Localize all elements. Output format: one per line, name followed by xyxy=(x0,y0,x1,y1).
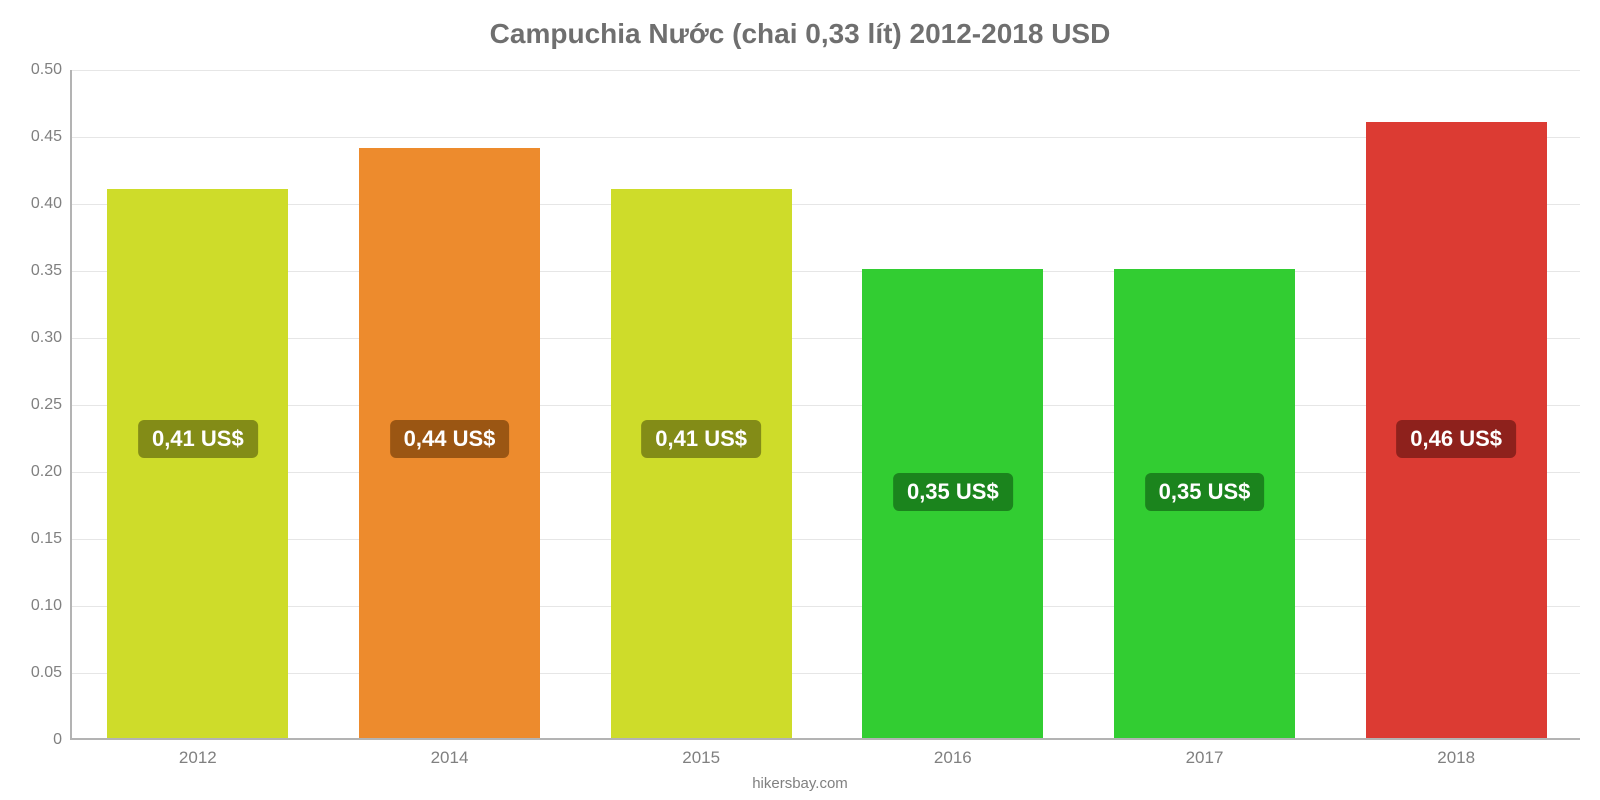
xtick-label: 2014 xyxy=(431,738,469,768)
ytick-label: 0.50 xyxy=(31,61,72,79)
bar-value-label: 0,46 US$ xyxy=(1396,420,1516,458)
ytick-label: 0.10 xyxy=(31,597,72,615)
gridline xyxy=(72,405,1580,406)
gridline xyxy=(72,673,1580,674)
gridline xyxy=(72,472,1580,473)
ytick-label: 0.35 xyxy=(31,262,72,280)
ytick-label: 0.25 xyxy=(31,396,72,414)
gridline xyxy=(72,338,1580,339)
bar xyxy=(611,189,792,738)
gridline xyxy=(72,271,1580,272)
bar xyxy=(107,189,288,738)
xtick-label: 2015 xyxy=(682,738,720,768)
chart-container: Campuchia Nước (chai 0,33 lít) 2012-2018… xyxy=(0,0,1600,800)
ytick-label: 0.15 xyxy=(31,530,72,548)
ytick-label: 0.40 xyxy=(31,195,72,213)
gridline xyxy=(72,606,1580,607)
xtick-label: 2017 xyxy=(1186,738,1224,768)
ytick-label: 0.45 xyxy=(31,128,72,146)
chart-title: Campuchia Nước (chai 0,33 lít) 2012-2018… xyxy=(0,18,1600,50)
gridline xyxy=(72,137,1580,138)
ytick-label: 0.30 xyxy=(31,329,72,347)
chart-footer: hikersbay.com xyxy=(0,775,1600,792)
xtick-label: 2012 xyxy=(179,738,217,768)
gridline xyxy=(72,539,1580,540)
bar-value-label: 0,41 US$ xyxy=(138,420,258,458)
bar-value-label: 0,35 US$ xyxy=(1145,473,1265,511)
bar-value-label: 0,35 US$ xyxy=(893,473,1013,511)
xtick-label: 2016 xyxy=(934,738,972,768)
plot-area: 00.050.100.150.200.250.300.350.400.450.5… xyxy=(70,70,1580,740)
ytick-label: 0.20 xyxy=(31,463,72,481)
bar-value-label: 0,44 US$ xyxy=(390,420,510,458)
gridline xyxy=(72,204,1580,205)
gridline xyxy=(72,70,1580,71)
ytick-label: 0.05 xyxy=(31,664,72,682)
bar-value-label: 0,41 US$ xyxy=(641,420,761,458)
xtick-label: 2018 xyxy=(1437,738,1475,768)
ytick-label: 0 xyxy=(53,731,72,749)
